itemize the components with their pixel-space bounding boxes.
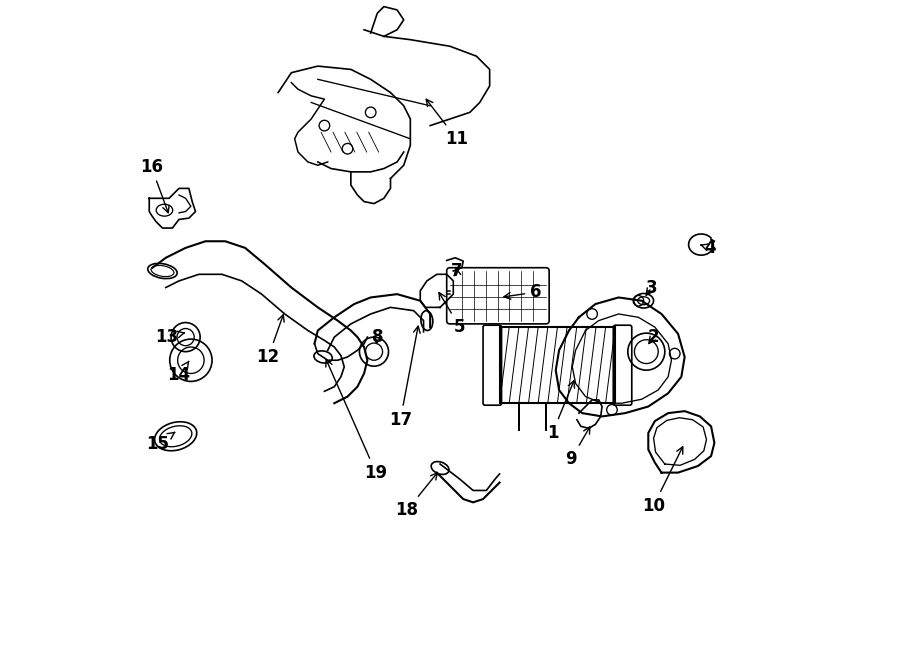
Text: 11: 11	[427, 99, 468, 148]
Bar	[500, 327, 616, 403]
Text: 3: 3	[646, 278, 657, 297]
Text: 14: 14	[167, 362, 191, 385]
Text: 10: 10	[642, 447, 683, 515]
Text: 8: 8	[372, 328, 383, 346]
Text: 9: 9	[565, 427, 590, 469]
Text: 5: 5	[439, 293, 465, 336]
Text: 16: 16	[140, 157, 169, 213]
Text: 4: 4	[701, 239, 716, 257]
Text: 18: 18	[395, 473, 437, 520]
Text: 12: 12	[256, 315, 284, 366]
Text: 6: 6	[504, 283, 542, 301]
Text: 19: 19	[326, 360, 388, 482]
Text: 13: 13	[156, 328, 184, 346]
Text: 2: 2	[648, 328, 660, 346]
Text: 17: 17	[389, 326, 420, 429]
Text: 7: 7	[451, 262, 463, 280]
Text: 1: 1	[546, 381, 574, 442]
Text: 15: 15	[147, 432, 175, 453]
